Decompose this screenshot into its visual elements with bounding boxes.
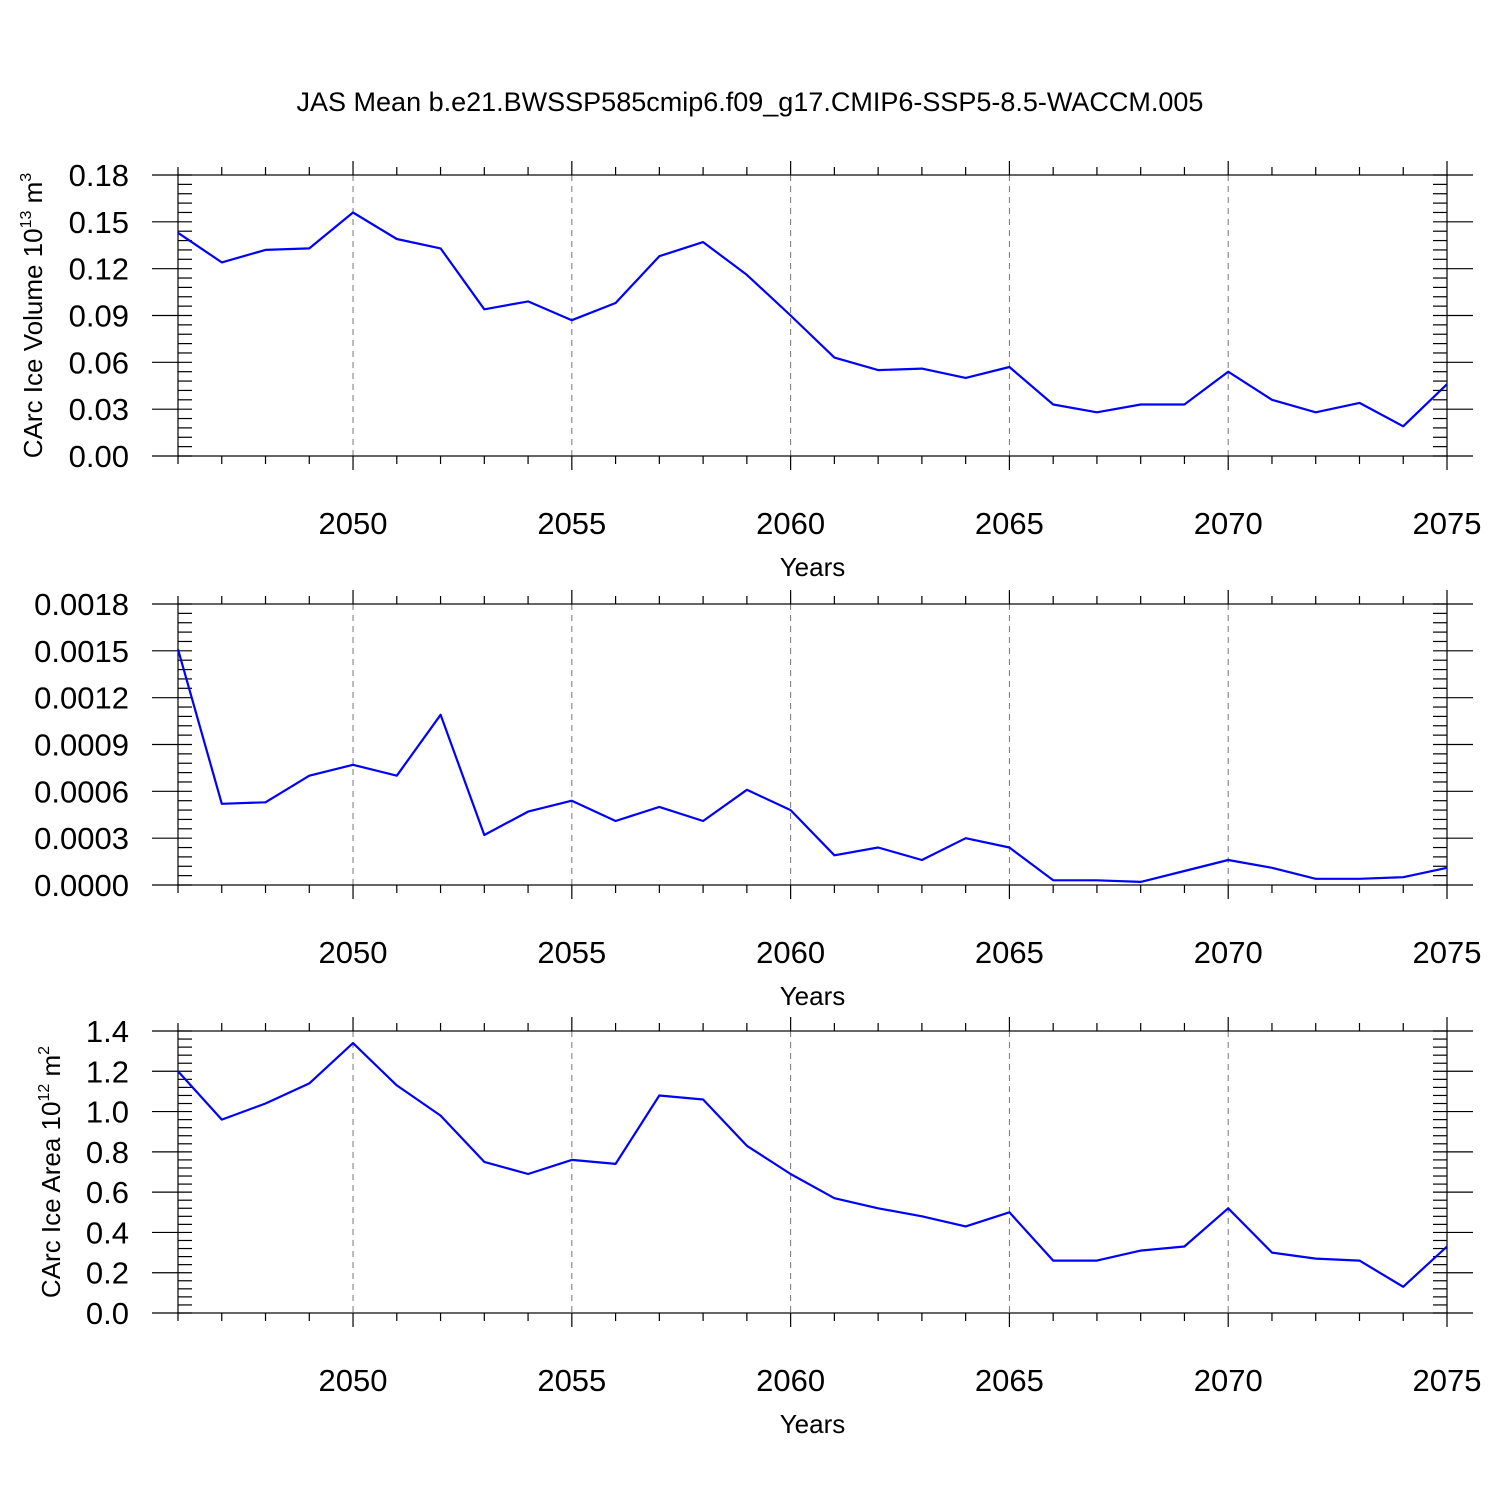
y-tick-label: 0.8 bbox=[86, 1135, 129, 1170]
x-tick-label: 2065 bbox=[975, 935, 1044, 970]
x-tick-label: 2055 bbox=[537, 506, 606, 541]
y-tick-label: 0.6 bbox=[86, 1175, 129, 1210]
x-axis-label: Years bbox=[780, 552, 846, 582]
y-tick-label: 0.2 bbox=[86, 1256, 129, 1291]
y-tick-label: 0.06 bbox=[69, 345, 129, 380]
x-tick-label: 2055 bbox=[537, 935, 606, 970]
y-tick-label: 0.09 bbox=[69, 299, 129, 334]
y-tick-label: 0.0015 bbox=[34, 634, 129, 669]
y-axis-label: CArc Ice Area 1012 m2 bbox=[36, 1046, 66, 1298]
series-line bbox=[177, 211, 1448, 428]
y-tick-label: 0.0012 bbox=[34, 681, 129, 716]
series-line bbox=[176, 648, 1448, 884]
x-axis-label: Years bbox=[780, 981, 846, 1011]
y-tick-label: 1.0 bbox=[86, 1095, 129, 1130]
y-tick-label: 0.15 bbox=[69, 205, 129, 240]
x-tick-label: 2075 bbox=[1413, 1363, 1482, 1398]
chart-panel-2: 0.0000 0.0003 0.0006 0.0009 0.0012 0.0015 0.00… bbox=[0, 587, 1481, 1011]
plot-frame bbox=[177, 174, 1448, 457]
y-tick-label: 0.0006 bbox=[34, 774, 129, 809]
y-axis-label: CArc Snow Volume 1013 m3 bbox=[0, 587, 4, 903]
panels: 0.00 0.03 0.06 0.09 0.12 0.15 0.18 2050 2055 2060… bbox=[0, 158, 1481, 1439]
y-tick-label: 0.0009 bbox=[34, 728, 129, 763]
plot-frame bbox=[177, 1030, 1448, 1314]
x-tick-label: 2050 bbox=[319, 935, 388, 970]
x-tick-label: 2050 bbox=[319, 1363, 388, 1398]
chart-panel-1: 0.00 0.03 0.06 0.09 0.12 0.15 0.18 2050 2055 2060… bbox=[18, 158, 1481, 582]
y-tick-label: 0.0018 bbox=[34, 587, 129, 622]
x-tick-label: 2070 bbox=[1194, 935, 1263, 970]
y-tick-label: 0.18 bbox=[69, 158, 129, 193]
x-tick-label: 2070 bbox=[1194, 506, 1263, 541]
y-tick-label: 0.00 bbox=[69, 439, 129, 474]
x-tick-label: 2070 bbox=[1194, 1363, 1263, 1398]
series-line bbox=[177, 1041, 1448, 1288]
x-tick-label: 2060 bbox=[756, 506, 825, 541]
x-tick-label: 2050 bbox=[319, 506, 388, 541]
chart-panel-3: 0.0 0.2 0.4 0.6 0.8 1.0 1.2 1.4 2050 2055 2060 2065… bbox=[36, 1014, 1481, 1439]
x-axis-label: Years bbox=[780, 1409, 846, 1439]
figure-title: JAS Mean b.e21.BWSSP585cmip6.f09_g17.CMI… bbox=[297, 87, 1204, 117]
y-tick-label: 0.0 bbox=[86, 1296, 129, 1331]
y-tick-label: 0.0003 bbox=[34, 821, 129, 856]
y-tick-label: 0.4 bbox=[86, 1215, 129, 1250]
plot-frame bbox=[177, 603, 1448, 886]
x-tick-label: 2065 bbox=[975, 506, 1044, 541]
y-tick-label: 1.4 bbox=[86, 1014, 129, 1049]
x-tick-label: 2060 bbox=[756, 935, 825, 970]
x-tick-label: 2065 bbox=[975, 1363, 1044, 1398]
y-tick-label: 0.03 bbox=[69, 392, 129, 427]
x-tick-label: 2060 bbox=[756, 1363, 825, 1398]
x-tick-label: 2075 bbox=[1413, 935, 1482, 970]
x-tick-label: 2075 bbox=[1413, 506, 1482, 541]
y-tick-label: 1.2 bbox=[86, 1054, 129, 1089]
y-tick-label: 0.12 bbox=[69, 252, 129, 287]
y-axis-label: CArc Ice Volume 1013 m3 bbox=[18, 173, 48, 458]
x-tick-label: 2055 bbox=[537, 1363, 606, 1398]
y-tick-label: 0.0000 bbox=[34, 868, 129, 903]
